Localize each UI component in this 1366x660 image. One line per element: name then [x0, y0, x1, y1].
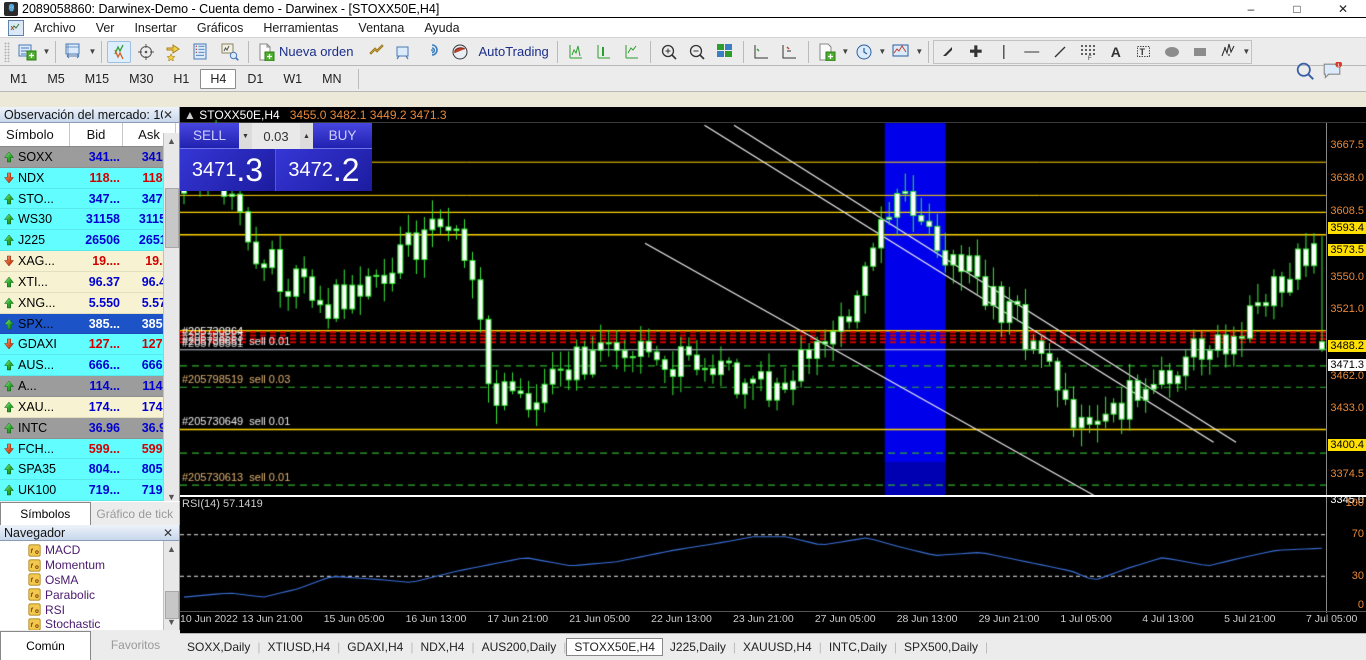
svg-text:F: F — [1088, 56, 1092, 60]
svg-text:T: T — [1139, 47, 1145, 57]
